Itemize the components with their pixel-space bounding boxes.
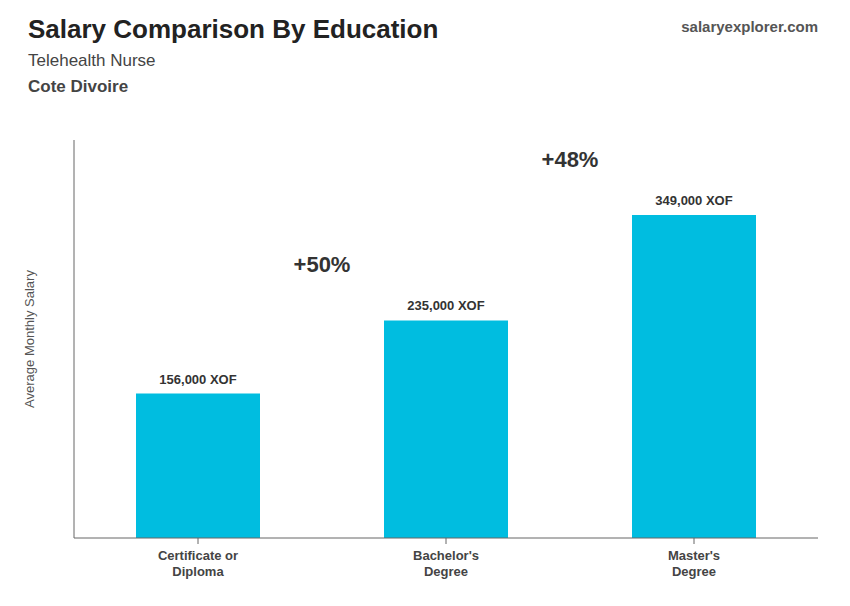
svg-text:Certificate orDiploma: Certificate orDiploma <box>158 548 238 579</box>
svg-text:Master'sDegree: Master'sDegree <box>668 548 720 579</box>
html-text:salaryexplorer.com: salaryexplorer.com <box>681 18 818 35</box>
svg-text:235,000 XOF: 235,000 XOF <box>407 298 484 313</box>
svg-text:156,000 XOF: 156,000 XOF <box>159 372 236 387</box>
svg-text:+50%: +50% <box>294 252 351 277</box>
html-text:Telehealth Nurse: Telehealth Nurse <box>28 51 156 70</box>
svg-text:Average Monthly Salary: Average Monthly Salary <box>22 270 37 408</box>
svg-text:349,000 XOF: 349,000 XOF <box>655 193 732 208</box>
html-text:Salary Comparison By Education: Salary Comparison By Education <box>28 14 439 44</box>
svg-text:+48%: +48% <box>542 147 599 172</box>
html-text:Cote Divoire: Cote Divoire <box>28 77 129 96</box>
svg-text:Bachelor'sDegree: Bachelor'sDegree <box>413 548 479 579</box>
